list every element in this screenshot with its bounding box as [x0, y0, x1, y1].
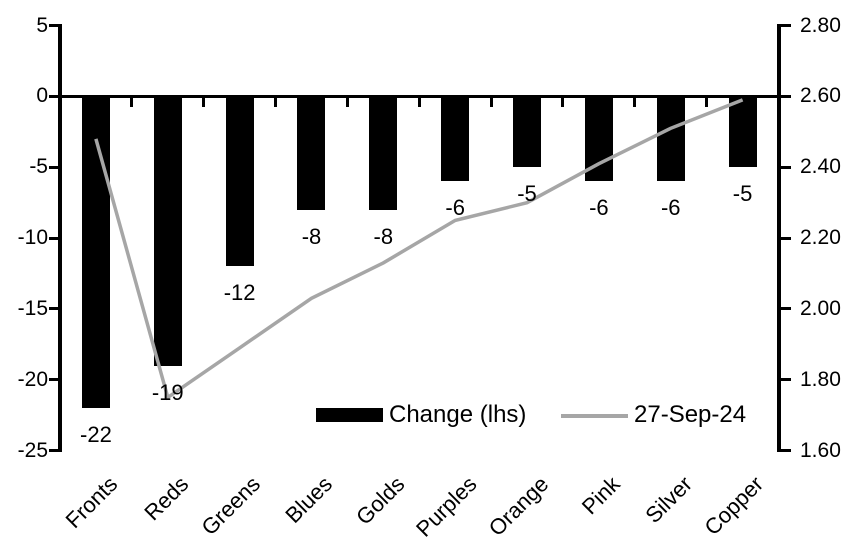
bar-copper	[728, 96, 757, 168]
bar-data-label: -12	[223, 280, 256, 306]
bar-blues	[297, 96, 326, 210]
bar-greens	[225, 96, 254, 267]
x-axis-tick	[561, 98, 565, 107]
x-axis-tick	[417, 98, 421, 107]
left-axis-tick-label: 0	[36, 84, 48, 108]
bar-fronts	[81, 96, 110, 409]
right-axis-tick	[780, 94, 791, 98]
category-label-fronts: Fronts	[60, 471, 122, 534]
category-label-orange: Orange	[483, 471, 554, 541]
right-axis-tick	[780, 378, 791, 382]
right-axis-tick-label: 1.60	[800, 438, 841, 462]
bar-silver	[656, 96, 685, 182]
bar-purples	[441, 96, 470, 182]
zero-line	[60, 94, 779, 98]
bar-data-label: -5	[517, 181, 537, 207]
right-axis-tick-label: 2.60	[800, 84, 841, 108]
legend-line-label: 27-Sep-24	[634, 401, 747, 428]
bar-data-label: -6	[589, 195, 609, 221]
category-label-copper: Copper	[699, 471, 769, 540]
left-axis-tick	[49, 236, 59, 240]
left-axis-tick-label: -10	[17, 226, 48, 250]
left-axis-line	[58, 24, 62, 453]
right-axis-tick	[780, 449, 791, 453]
x-axis-tick	[489, 98, 493, 107]
bar-orange	[513, 96, 542, 168]
right-axis-line	[777, 24, 781, 453]
line-27-sep-24	[94, 98, 744, 401]
bar-data-label: -6	[445, 195, 465, 221]
right-axis-tick	[780, 307, 791, 311]
x-axis-tick	[345, 98, 349, 107]
bar-golds	[369, 96, 398, 210]
category-label-reds: Reds	[139, 471, 194, 526]
legend-bar-swatch	[316, 408, 383, 422]
bar-data-label: -5	[732, 181, 753, 207]
bar-data-label: -8	[301, 223, 322, 249]
left-axis-tick	[49, 165, 59, 169]
right-axis-tick-label: 2.00	[800, 296, 841, 320]
category-label-pink: Pink	[576, 471, 625, 520]
right-axis-tick	[780, 236, 791, 240]
x-axis-tick	[633, 98, 637, 107]
right-axis-tick	[780, 165, 791, 169]
right-axis-tick-label: 2.40	[800, 155, 841, 179]
left-axis-tick	[49, 24, 59, 28]
left-axis-tick	[49, 94, 59, 98]
right-axis-tick-label: 1.80	[800, 367, 841, 391]
right-axis-tick	[780, 24, 791, 28]
left-axis-tick-label: 5	[36, 13, 48, 37]
bar-reds	[153, 96, 182, 366]
x-axis-tick	[274, 98, 278, 107]
right-axis-tick-label: 2.80	[800, 13, 841, 37]
legend-line-swatch	[561, 414, 628, 418]
left-axis-tick-label: -25	[17, 438, 48, 462]
category-label-silver: Silver	[640, 471, 697, 528]
bar-data-label: -22	[80, 422, 112, 448]
category-label-blues: Blues	[280, 471, 338, 528]
x-axis-tick	[130, 98, 134, 107]
category-label-golds: Golds	[350, 471, 410, 530]
left-axis-tick	[49, 307, 59, 311]
bar-data-label: -6	[660, 195, 681, 221]
bar-data-label: -8	[373, 223, 394, 249]
left-axis-tick	[49, 449, 59, 453]
left-axis-tick-label: -20	[17, 367, 48, 391]
right-axis-tick-label: 2.20	[800, 226, 841, 250]
left-axis-tick	[49, 378, 59, 382]
x-axis-tick	[202, 98, 206, 107]
x-axis-tick	[705, 98, 709, 107]
category-label-greens: Greens	[196, 471, 266, 540]
bar-data-label: -19	[151, 379, 184, 405]
left-axis-tick-label: -5	[29, 155, 48, 179]
bar-pink	[584, 96, 613, 182]
left-axis-tick-label: -15	[17, 296, 48, 320]
legend-bar-label: Change (lhs)	[389, 401, 527, 428]
category-label-purples: Purples	[410, 471, 482, 542]
